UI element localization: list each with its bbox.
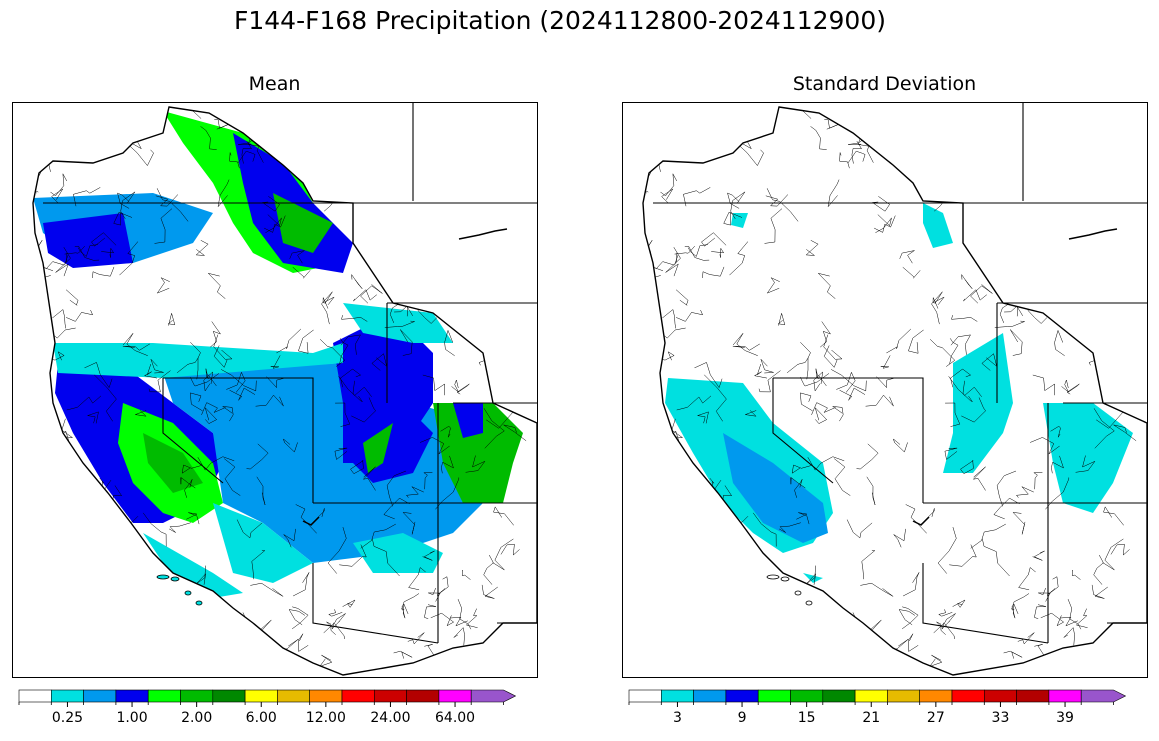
colorbar-tick-label: 1.00: [116, 710, 147, 726]
colorbar-swatch: [341, 689, 375, 703]
colorbar-swatch: [406, 689, 440, 703]
colorbar-tick-label: 12.00: [306, 710, 346, 726]
stddev-panel-title: Standard Deviation: [792, 73, 977, 95]
colorbar-swatch: [115, 689, 149, 703]
colorbar-tick-label: 6.00: [246, 710, 277, 726]
colorbar-tick-label: 21: [862, 710, 880, 726]
colorbar-swatch: [470, 689, 517, 703]
colorbar-tick-label: 2.00: [181, 710, 212, 726]
colorbar-swatch: [1016, 689, 1050, 703]
colorbar-swatch: [309, 689, 343, 703]
colorbar-tick-label: 64.00: [435, 710, 475, 726]
colorbar-swatch: [628, 689, 662, 703]
colorbar-swatch: [660, 689, 694, 703]
colorbar-tick-label: 15: [798, 710, 816, 726]
mean-colorbar: 0.25 1.00 2.00 6.00 12.00 24.00 64.00: [18, 689, 517, 726]
colorbar-tick-label: 24.00: [370, 710, 410, 726]
colorbar-swatch: [757, 689, 791, 703]
colorbar-tick-label: 3: [673, 710, 682, 726]
colorbar-tick-label: 39: [1056, 710, 1074, 726]
colorbar-swatch: [1080, 689, 1127, 703]
colorbar-swatch: [725, 689, 759, 703]
colorbar-tick-label: 33: [992, 710, 1010, 726]
stddev-colorbar: 3 9 15 21 27 33 39: [628, 689, 1127, 726]
stddev-map-canvas: [642, 103, 1147, 676]
colorbar-swatch: [693, 689, 727, 703]
colorbar-swatch: [822, 689, 856, 703]
colorbar-swatch: [951, 689, 985, 703]
figure-title: F144-F168 Precipitation (2024112800-2024…: [233, 6, 886, 35]
colorbar-swatch: [854, 689, 888, 703]
colorbar-swatch: [83, 689, 117, 703]
colorbar-swatch: [18, 689, 52, 703]
colorbar-swatch: [180, 689, 214, 703]
colorbar-swatch: [438, 689, 472, 703]
colorbar-swatch: [790, 689, 824, 703]
colorbar-swatch: [212, 689, 246, 703]
stddev-map: [622, 102, 1148, 678]
colorbar-swatch: [373, 689, 407, 703]
colorbar-swatch: [919, 689, 953, 703]
colorbar-swatch: [277, 689, 310, 703]
colorbar-swatch: [983, 689, 1017, 703]
colorbar-tick-label: 27: [927, 710, 945, 726]
colorbar-tick-label: 9: [738, 710, 747, 726]
colorbar-swatch: [244, 689, 278, 703]
mean-panel-title: Mean: [248, 73, 301, 95]
colorbar-swatch: [1048, 689, 1082, 703]
colorbar-tick-label: 0.25: [52, 710, 83, 726]
mean-map: [12, 102, 538, 678]
colorbar-swatch: [147, 689, 181, 703]
mean-map-canvas: [32, 103, 537, 676]
colorbar-swatch: [887, 689, 920, 703]
colorbar-swatch: [50, 689, 84, 703]
